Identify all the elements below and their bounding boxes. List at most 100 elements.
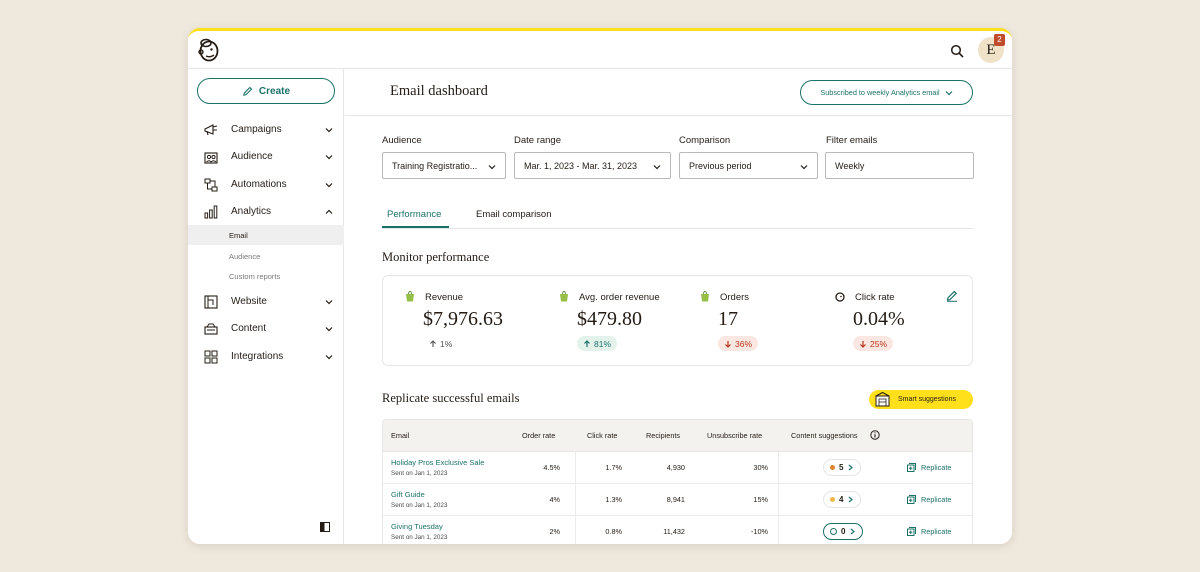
sidebar-item-label: Integrations <box>231 351 284 362</box>
check-circle-icon <box>830 528 837 535</box>
unsubscribe-rate-value: -10% <box>750 527 768 536</box>
email-name-link[interactable]: Giving Tuesday <box>391 522 443 531</box>
metric-change-value: 25% <box>870 338 888 349</box>
suggestion-count: 0 <box>841 527 846 536</box>
comparison-select[interactable]: Previous period <box>679 152 818 179</box>
sidebar-item-automations[interactable]: Automations <box>188 171 344 198</box>
chevron-down-icon <box>488 165 496 170</box>
email-name-link[interactable]: Gift Guide <box>391 490 425 499</box>
metric-avg-order-revenue: Avg. order revenue $479.80 81% <box>559 276 699 367</box>
recipients-value: 4,930 <box>666 463 685 472</box>
column-divider <box>778 452 779 544</box>
order-rate-value: 4.5% <box>543 463 560 472</box>
top-bar: E 2 <box>188 31 1012 69</box>
comparison-value: Previous period <box>689 160 752 171</box>
sidebar-item-analytics[interactable]: Analytics <box>188 198 344 225</box>
tabs-divider <box>382 228 973 229</box>
create-button[interactable]: Create <box>197 78 335 104</box>
date-range-label: Date range <box>514 135 562 146</box>
chevron-right-icon <box>849 496 854 503</box>
click-rate-value: 0.8% <box>605 527 622 536</box>
main-content: Email dashboard Subscribed to weekly Ana… <box>345 69 1012 544</box>
sidebar-subitem-custom-reports[interactable]: Custom reports <box>188 266 344 286</box>
chevron-down-icon <box>325 182 333 187</box>
date-range-select[interactable]: Mar. 1, 2023 - Mar. 31, 2023 <box>514 152 671 179</box>
sidebar-item-integrations[interactable]: Integrations <box>188 343 344 370</box>
replicate-icon <box>907 527 916 536</box>
mailchimp-icon <box>835 292 845 302</box>
chevron-down-icon <box>945 90 953 95</box>
table-row: Holiday Pros Exclusive Sale Sent on Jan … <box>383 452 972 484</box>
smart-suggestions-label: Smart suggestions <box>898 396 956 403</box>
column-header-unsubscribe-rate[interactable]: Unsubscribe rate <box>707 431 763 440</box>
column-header-email: Email <box>391 431 410 440</box>
content-icon <box>204 323 218 335</box>
column-header-recipients[interactable]: Recipients <box>646 431 681 440</box>
app-window: E 2 Create Campaigns Audience Automation… <box>188 28 1012 544</box>
sidebar-item-campaigns[interactable]: Campaigns <box>188 116 344 143</box>
column-divider <box>575 452 576 544</box>
click-rate-value: 1.7% <box>605 463 622 472</box>
subscribe-label: Subscribed to weekly Analytics email <box>820 88 940 97</box>
metric-label: Orders <box>720 292 750 303</box>
active-tab-indicator <box>382 226 449 228</box>
tab-performance[interactable]: Performance <box>387 209 442 220</box>
website-icon <box>204 294 218 309</box>
chevron-up-icon <box>325 209 333 214</box>
sidebar: Create Campaigns Audience Automations An… <box>188 69 344 544</box>
date-range-value: Mar. 1, 2023 - Mar. 31, 2023 <box>524 160 638 171</box>
replicate-label: Replicate <box>921 527 952 536</box>
replicate-table: Email Order rate Click rate Recipients U… <box>382 419 973 544</box>
sidebar-item-label: Campaigns <box>231 124 282 135</box>
replicate-icon <box>907 495 916 504</box>
order-rate-value: 4% <box>549 495 560 504</box>
sidebar-subitem-email[interactable]: Email <box>188 225 344 245</box>
sidebar-item-label: Analytics <box>231 206 272 217</box>
email-name-link[interactable]: Holiday Pros Exclusive Sale <box>391 458 485 467</box>
unsubscribe-rate-value: 15% <box>753 495 768 504</box>
chevron-down-icon <box>325 354 333 359</box>
metric-value: $479.80 <box>577 308 642 330</box>
column-header-order-rate[interactable]: Order rate <box>522 431 556 440</box>
smart-suggestions-button[interactable]: Smart suggestions <box>869 390 973 409</box>
mailchimp-logo-icon[interactable] <box>197 37 221 63</box>
pencil-icon <box>242 86 253 96</box>
info-icon[interactable] <box>870 430 880 440</box>
filter-emails-input[interactable]: Weekly <box>825 152 974 179</box>
table-header: Email Order rate Click rate Recipients U… <box>383 420 972 452</box>
table-row: Giving Tuesday Sent on Jan 1, 2023 2% 0.… <box>383 516 972 544</box>
metric-change-value: 36% <box>735 338 753 349</box>
metric-label: Click rate <box>855 292 895 303</box>
content-suggestions-pill[interactable]: 0 <box>823 523 864 540</box>
content-suggestions-pill[interactable]: 4 <box>823 491 862 508</box>
subscribe-report-button[interactable]: Subscribed to weekly Analytics email <box>800 80 973 105</box>
order-rate-value: 2% <box>549 527 560 536</box>
metrics-card: Revenue $7,976.63 1% Avg. order revenue … <box>382 275 973 366</box>
replicate-button[interactable]: Replicate <box>907 527 951 536</box>
audience-select[interactable]: Training Registratio... <box>382 152 506 179</box>
sidebar-subitem-label: Audience <box>229 251 261 261</box>
comparison-label: Comparison <box>679 135 731 146</box>
sidebar-subitem-label: Custom reports <box>229 271 281 281</box>
monitor-performance-title: Monitor performance <box>382 250 490 264</box>
search-icon[interactable] <box>950 44 964 58</box>
content-suggestions-pill[interactable]: 5 <box>823 459 862 476</box>
audience-filter-label: Audience <box>382 135 422 146</box>
sidebar-subitem-audience[interactable]: Audience <box>188 246 344 266</box>
column-header-click-rate[interactable]: Click rate <box>587 431 618 440</box>
replicate-button[interactable]: Replicate <box>907 463 951 472</box>
collapse-sidebar-icon[interactable] <box>320 522 330 532</box>
sidebar-item-content[interactable]: Content <box>188 315 344 342</box>
shopify-bag-icon <box>406 291 414 302</box>
tab-email-comparison[interactable]: Email comparison <box>476 209 552 220</box>
smart-suggestions-icon <box>875 391 890 407</box>
sidebar-item-audience[interactable]: Audience <box>188 143 344 170</box>
sidebar-subitem-label: Email <box>229 230 248 240</box>
column-header-content-suggestions: Content suggestions <box>791 431 858 440</box>
edit-pencil-icon[interactable] <box>946 290 958 302</box>
grid-icon <box>204 350 218 363</box>
sidebar-item-website[interactable]: Website <box>188 288 344 315</box>
chevron-down-icon <box>653 165 661 170</box>
replicate-button[interactable]: Replicate <box>907 495 951 504</box>
metric-label: Revenue <box>425 292 464 303</box>
